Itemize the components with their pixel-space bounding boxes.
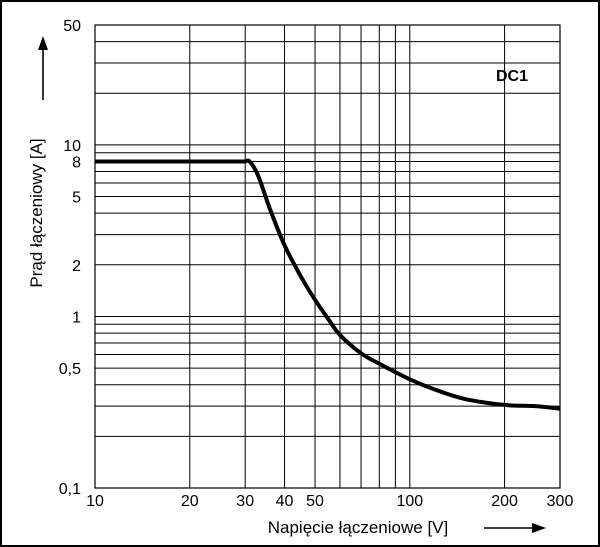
y-tick-label: 50 bbox=[63, 18, 81, 35]
y-tick-label: 10 bbox=[63, 138, 81, 155]
grid bbox=[95, 25, 560, 488]
y-tick-label: 0,5 bbox=[59, 361, 81, 378]
x-tick-label: 40 bbox=[276, 493, 294, 510]
x-tick-label: 50 bbox=[306, 493, 324, 510]
y-tick-label: 5 bbox=[72, 190, 81, 207]
y-tick-label: 1 bbox=[72, 309, 81, 326]
plot-area-border bbox=[94, 24, 561, 489]
y-axis-arrow-head bbox=[38, 36, 48, 50]
y-tick-label: 8 bbox=[72, 155, 81, 172]
x-axis-arrow-head bbox=[532, 523, 546, 533]
legend: DC1 bbox=[496, 68, 528, 85]
x-tick-label: 100 bbox=[396, 493, 423, 510]
x-tick-label: 20 bbox=[181, 493, 199, 510]
x-axis-title: Napięcie łączeniowe [V] bbox=[268, 518, 546, 537]
x-tick-label: 10 bbox=[86, 493, 104, 510]
y-axis-label: Prąd łączeniowy [A] bbox=[27, 138, 46, 287]
y-axis-title: Prąd łączeniowy [A] bbox=[27, 36, 48, 288]
x-tick-label: 30 bbox=[236, 493, 254, 510]
legend-label-dc1: DC1 bbox=[496, 68, 528, 85]
y-tick-label: 0,1 bbox=[59, 481, 81, 498]
x-axis-label: Napięcie łączeniowe [V] bbox=[268, 518, 448, 537]
series-line-dc1 bbox=[95, 158, 561, 411]
x-tick-label: 200 bbox=[491, 493, 518, 510]
series bbox=[95, 158, 561, 411]
y-tick-label: 2 bbox=[72, 258, 81, 275]
x-tick-label: 300 bbox=[547, 493, 574, 510]
